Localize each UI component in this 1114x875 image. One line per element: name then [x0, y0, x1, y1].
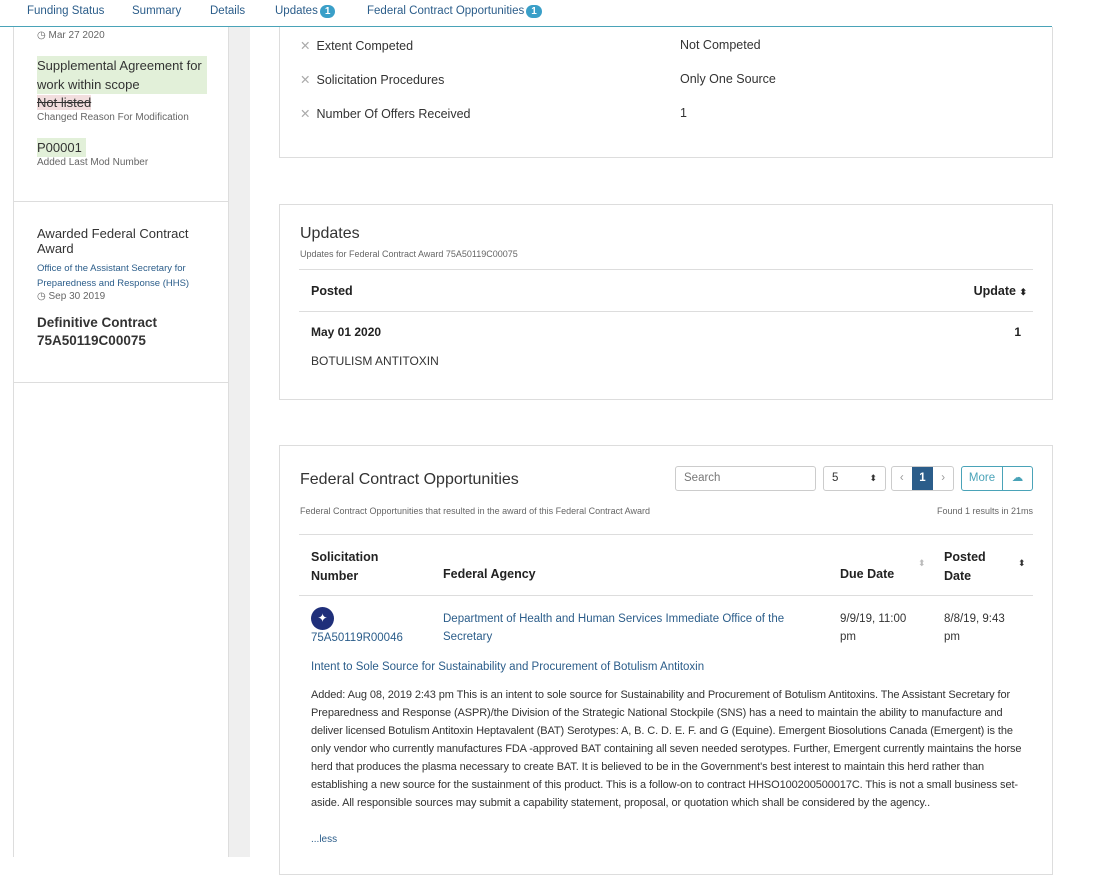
- solicitation-number-link[interactable]: 75A50119R00046: [311, 632, 403, 644]
- tab-details[interactable]: Details: [210, 5, 245, 17]
- competition-row: ✕ Solicitation Procedures: [300, 72, 444, 87]
- sort-icon[interactable]: ⬍: [1018, 558, 1026, 568]
- solicitation-header[interactable]: Solicitation Number: [311, 550, 379, 583]
- update-date: May 01 2020: [311, 325, 382, 339]
- opportunity-description: Added: Aug 08, 2019 2:43 pm This is an i…: [311, 689, 1022, 809]
- award-agency[interactable]: Office of the Assistant Secretary for Pr…: [37, 263, 190, 289]
- update-count: 1: [1014, 325, 1021, 339]
- due-date-header[interactable]: Due Date: [840, 567, 895, 581]
- updates-subtitle: Updates for Federal Contract Award 75A50…: [300, 249, 518, 259]
- tools-icon: ✕: [300, 39, 311, 53]
- modification-date: Mar 27 2020: [48, 30, 105, 41]
- mod-label: Added Last Mod Number: [37, 157, 149, 168]
- award-number[interactable]: 75A50119C00075: [37, 333, 146, 348]
- tools-icon: ✕: [300, 107, 311, 121]
- award-title: Awarded Federal Contract Award: [37, 226, 189, 256]
- clock-icon: ◷: [37, 291, 46, 302]
- tab-label: Summary: [132, 5, 182, 17]
- opportunity-title-link[interactable]: Intent to Sole Source for Sustainability…: [311, 661, 705, 673]
- award-date: Sep 30 2019: [48, 291, 106, 302]
- clock-icon: ◷: [37, 30, 46, 41]
- competition-card: ✕ Extent Competed Not Competed ✕ Solicitat…: [279, 27, 1053, 158]
- award-type: Definitive Contract: [37, 315, 158, 330]
- mod-number: P00001: [37, 138, 86, 157]
- tab-funding-status[interactable]: Funding Status: [27, 5, 104, 17]
- more-button[interactable]: More: [962, 467, 1003, 490]
- updates-card: Updates Updates for Federal Contract Awa…: [279, 204, 1053, 400]
- tab-label: Federal Contract Opportunities: [367, 5, 525, 17]
- award-entry: Awarded Federal Contract Award Office of…: [14, 202, 228, 383]
- competition-row: ✕ Extent Competed: [300, 38, 413, 53]
- reason-label: Changed Reason For Modification: [37, 112, 189, 123]
- opportunities-card: Federal Contract Opportunities Search 5 ⬍…: [279, 445, 1053, 875]
- count-badge: 1: [526, 5, 542, 18]
- due-date: 9/9/19, 11:00 pm: [840, 613, 907, 643]
- posted-header[interactable]: Posted: [311, 284, 353, 298]
- row-label: Number Of Offers Received: [316, 107, 471, 121]
- update-text: BOTULISM ANTITOXIN: [311, 354, 439, 368]
- tab-updates[interactable]: Updates 1: [275, 5, 336, 18]
- competition-row: ✕ Number Of Offers Received: [300, 106, 470, 121]
- timeline-sidebar: ◷ Mar 27 2020 Supplemental Agreement for…: [13, 27, 229, 857]
- update-header[interactable]: Update ⬍: [974, 284, 1027, 298]
- more-group: More ☁: [961, 466, 1033, 491]
- sort-icon: ⬍: [1019, 287, 1027, 297]
- tab-summary[interactable]: Summary: [132, 5, 181, 17]
- next-page-button[interactable]: ›: [941, 472, 946, 484]
- tab-bar: Funding Status Summary Details Updates 1 …: [0, 0, 1052, 27]
- new-reason: Supplemental Agreement for work within s…: [37, 56, 207, 94]
- cloud-download-icon[interactable]: ☁: [1011, 472, 1024, 484]
- updates-title: Updates: [300, 225, 360, 242]
- posted-date-header[interactable]: Posted Date: [944, 550, 986, 583]
- agency-link[interactable]: Department of Health and Human Services …: [443, 613, 785, 643]
- page-size-value: 5: [832, 472, 839, 484]
- agency-header[interactable]: Federal Agency: [443, 567, 536, 581]
- tab-label: Funding Status: [27, 5, 105, 17]
- show-less-link[interactable]: ...less: [311, 834, 338, 845]
- modification-entry: ◷ Mar 27 2020 Supplemental Agreement for…: [14, 27, 228, 202]
- updown-icon: ⬍: [869, 473, 877, 483]
- hhs-seal-icon: ✦: [311, 607, 334, 630]
- old-reason: Not listed: [37, 95, 92, 110]
- row-value: 1: [680, 106, 687, 120]
- opportunities-title: Federal Contract Opportunities: [300, 471, 519, 488]
- page-size-select[interactable]: 5 ⬍: [823, 466, 886, 491]
- tab-federal-contract-opportunities[interactable]: Federal Contract Opportunities 1: [367, 5, 542, 18]
- row-label: Solicitation Procedures: [316, 73, 445, 87]
- search-input[interactable]: Search: [675, 466, 816, 491]
- divider-strip: [229, 27, 250, 857]
- row-label: Extent Competed: [316, 39, 414, 53]
- header-label: Update: [973, 284, 1016, 298]
- row-value: Only One Source: [680, 72, 776, 86]
- prev-page-button[interactable]: ‹: [899, 472, 904, 484]
- tools-icon: ✕: [300, 73, 311, 87]
- row-value: Not Competed: [680, 38, 761, 52]
- posted-date: 8/8/19, 9:43 pm: [944, 613, 1005, 643]
- page-button[interactable]: 1: [911, 467, 934, 490]
- pagination: ‹ 1 ›: [891, 466, 954, 491]
- opportunities-subtitle: Federal Contract Opportunities that resu…: [300, 506, 651, 516]
- count-badge: 1: [319, 5, 336, 18]
- results-count: Found 1 results in 21ms: [936, 506, 1033, 516]
- sort-icon[interactable]: ⬍: [918, 558, 926, 568]
- tab-label: Details: [210, 5, 246, 17]
- tab-label: Updates: [275, 5, 318, 17]
